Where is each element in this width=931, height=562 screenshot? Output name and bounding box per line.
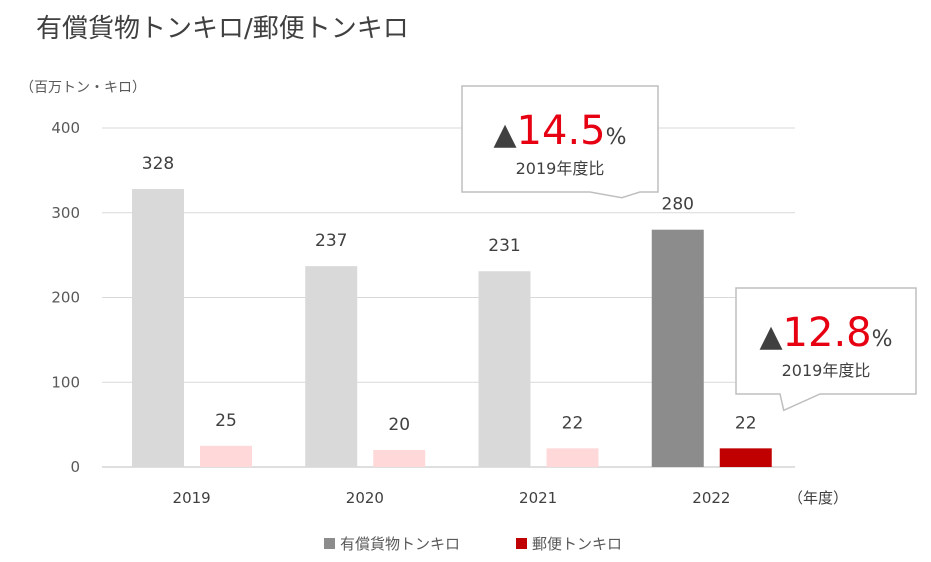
bar-mail-2021 (546, 448, 599, 467)
bar-mail-2022 (719, 448, 772, 467)
legend-swatch (324, 538, 335, 549)
y-tick-label: 400 (51, 119, 80, 137)
legend-label: 郵便トンキロ (532, 535, 622, 553)
legend: 有償貨物トンキロ 郵便トンキロ (324, 535, 622, 553)
data-label: 22 (562, 413, 584, 433)
callout-percent: ▲12.8% (759, 310, 892, 356)
callout-1: ▲14.5% 2019年度比 (461, 85, 659, 199)
y-tick-label: 100 (51, 373, 80, 391)
x-tick-label: 2020 (346, 489, 384, 507)
data-labels: 328 25 237 20 231 22 280 22 (142, 154, 757, 435)
callouts: ▲14.5% 2019年度比 ▲12.8% 2019年度比 (461, 85, 917, 412)
y-tick-label: 200 (51, 289, 80, 307)
x-tick-label: 2019 (173, 489, 211, 507)
y-tick-label: 0 (70, 458, 80, 476)
x-tick-label: 2021 (519, 489, 557, 507)
x-axis-unit-label: （年度） (788, 489, 848, 507)
y-axis-ticks: 0 100 200 300 400 (51, 119, 80, 476)
legend-swatch (516, 538, 527, 549)
bar-cargo-2021 (478, 271, 531, 467)
y-axis-unit-label: （百万トン・キロ） (20, 80, 146, 96)
data-label: 25 (215, 411, 237, 431)
chart-title: 有償貨物トンキロ/郵便トンキロ (36, 14, 409, 44)
y-tick-label: 300 (51, 204, 80, 222)
callout-box (461, 85, 659, 199)
bar-cargo-2020 (305, 266, 358, 467)
bar-cargo-2022 (651, 229, 704, 467)
data-label: 20 (388, 415, 410, 435)
bar-cargo-2019 (132, 189, 184, 467)
data-label: 22 (735, 413, 757, 433)
x-axis-ticks: 2019 2020 2021 2022 (173, 489, 731, 507)
data-label: 231 (488, 236, 520, 256)
legend-item: 郵便トンキロ (516, 535, 622, 553)
bars (132, 189, 772, 467)
legend-label: 有償貨物トンキロ (340, 535, 460, 553)
callout-percent: ▲14.5% (493, 108, 626, 154)
data-label: 328 (142, 154, 174, 174)
bar-mail-2020 (373, 450, 426, 467)
data-label: 237 (315, 231, 347, 251)
callout-box (735, 287, 917, 412)
legend-item: 有償貨物トンキロ (324, 535, 460, 553)
callout-note: 2019年度比 (516, 159, 605, 178)
data-label: 280 (662, 195, 694, 215)
callout-2: ▲12.8% 2019年度比 (735, 287, 917, 412)
x-tick-label: 2022 (692, 489, 730, 507)
bar-mail-2019 (200, 445, 252, 467)
callout-note: 2019年度比 (782, 361, 871, 380)
